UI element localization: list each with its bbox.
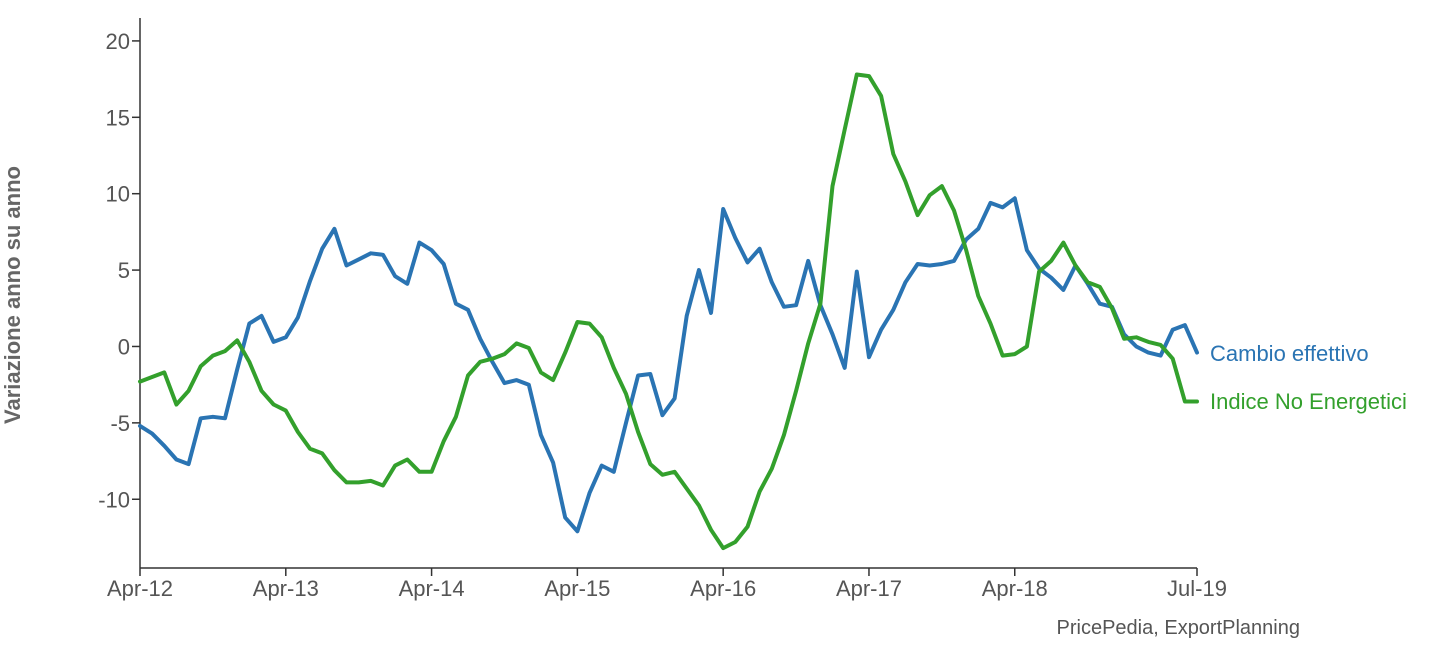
x-tick-label: Apr-18 xyxy=(982,576,1048,601)
y-tick-label: 0 xyxy=(118,334,130,359)
x-axis: Apr-12 Apr-13 Apr-14 Apr-15 Apr-16 Apr-17 Apr-… xyxy=(107,567,1227,601)
series-line-0 xyxy=(138,196,1199,534)
y-tick-label: 10 xyxy=(106,182,130,207)
series-layer: Cambio effettivo Indice No Energetici xyxy=(138,72,1407,551)
x-tick-label: Apr-15 xyxy=(544,576,610,601)
source-note: PricePedia, ExportPlanning xyxy=(1057,617,1300,639)
y-tick-label: -10 xyxy=(98,487,130,512)
y-tick-label: 15 xyxy=(106,105,130,130)
y-axis: 20 15 10 5 0 -5 -10 xyxy=(98,18,141,568)
y-tick-label: 20 xyxy=(106,29,130,54)
x-tick-label: Apr-13 xyxy=(253,576,319,601)
y-axis-title: Variazione anno su anno xyxy=(0,166,25,424)
y-tick-label: -5 xyxy=(110,411,130,436)
series-line-1 xyxy=(138,72,1199,551)
series-label-no-energetici: Indice No Energetici xyxy=(1210,389,1407,414)
x-tick-label: Jul-19 xyxy=(1167,576,1227,601)
x-tick-label: Apr-12 xyxy=(107,576,173,601)
series-label-cambio: Cambio effettivo xyxy=(1210,341,1369,366)
y-tick-label: 5 xyxy=(118,258,130,283)
x-tick-label: Apr-17 xyxy=(836,576,902,601)
x-tick-label: Apr-16 xyxy=(690,576,756,601)
x-tick-label: Apr-14 xyxy=(399,576,465,601)
